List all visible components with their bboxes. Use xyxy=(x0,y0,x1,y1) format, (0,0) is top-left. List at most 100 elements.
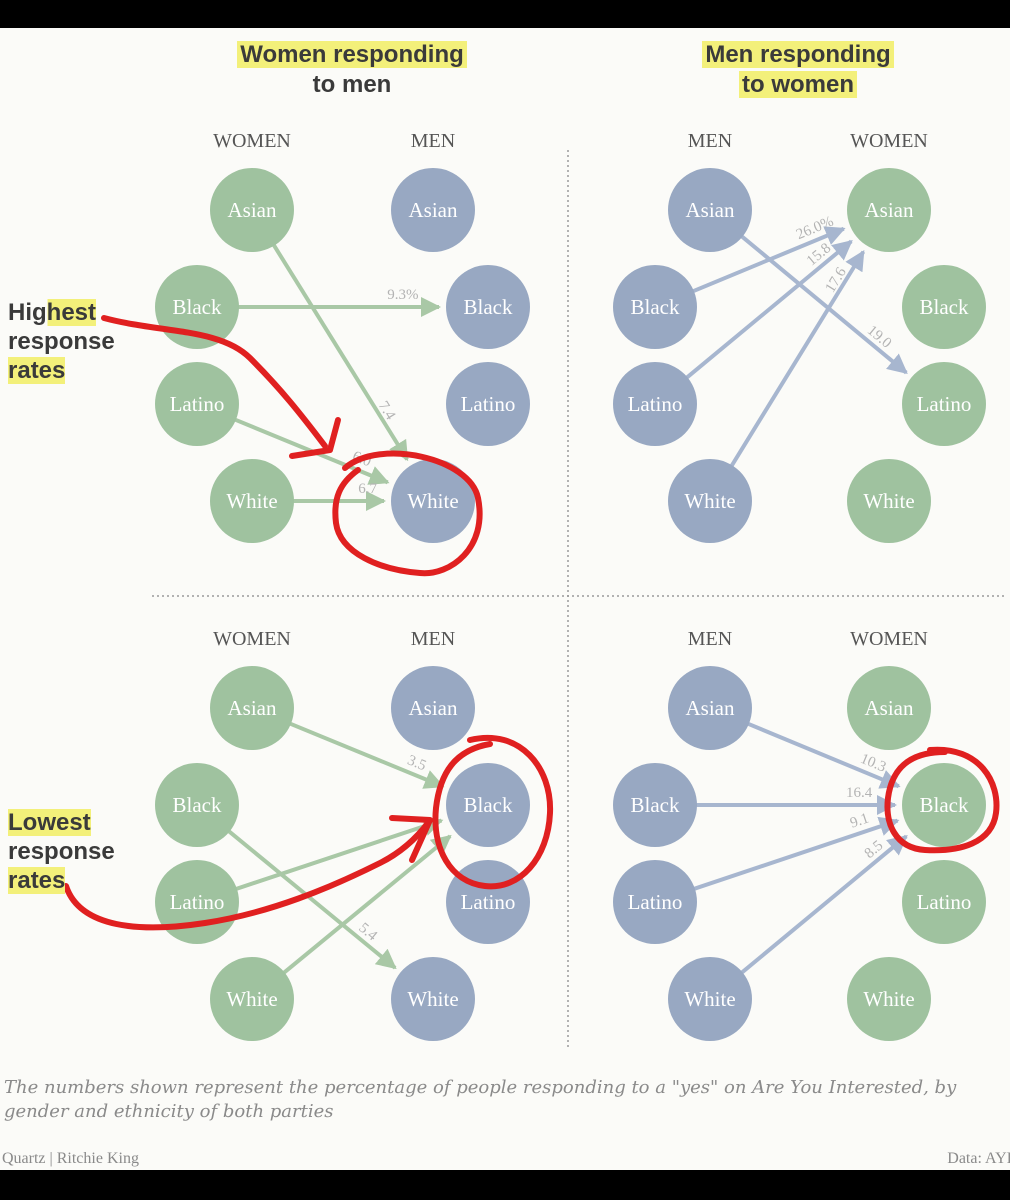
node-women-asian: Asian xyxy=(210,666,294,750)
node-women-latino: Latino xyxy=(902,860,986,944)
infographic-sheet: WOMEN MEN Asian Black Latino White Asian Black L… xyxy=(0,28,1010,1170)
red-arrow-highest xyxy=(101,315,328,449)
node-circle xyxy=(847,957,931,1041)
node-label: White xyxy=(684,489,735,513)
node-circle xyxy=(446,763,530,847)
caption: The numbers shown represent the percenta… xyxy=(4,1077,957,1122)
node-women-asian: Asian xyxy=(847,666,931,750)
node-circle xyxy=(613,265,697,349)
node-circle xyxy=(847,168,931,252)
node-label: Black xyxy=(464,295,513,319)
node-label: Black xyxy=(173,295,222,319)
credit-left: Quartz | Ritchie King xyxy=(2,1150,139,1167)
column-header-left: MEN xyxy=(688,130,732,152)
node-circle xyxy=(391,957,475,1041)
node-circle xyxy=(391,168,475,252)
node-women-latino: Latino xyxy=(155,362,239,446)
edge-arrow-latino-to-black xyxy=(693,816,900,891)
edge-value-label: 3.5 xyxy=(405,752,428,774)
node-men-white: White xyxy=(668,957,752,1041)
node-circle xyxy=(391,459,475,543)
node-men-latino: Latino xyxy=(446,362,530,446)
node-circle xyxy=(847,666,931,750)
node-label: White xyxy=(407,987,458,1011)
node-circle xyxy=(446,362,530,446)
node-label: Asian xyxy=(865,696,914,720)
node-circle xyxy=(613,763,697,847)
node-circle xyxy=(613,362,697,446)
edge-arrow-white-to-black xyxy=(282,834,452,975)
node-label: White xyxy=(407,489,458,513)
node-label: White xyxy=(863,987,914,1011)
node-men-black: Black xyxy=(613,763,697,847)
edge-value-label: 9.1 xyxy=(848,811,871,832)
node-label: Black xyxy=(920,295,969,319)
edge-arrow-asian-to-latino xyxy=(740,234,908,375)
column-header-right: WOMEN xyxy=(850,628,928,650)
edge-arrow-white-to-black xyxy=(740,834,908,975)
red-arrow-lowest xyxy=(63,820,431,931)
node-men-asian: Asian xyxy=(668,666,752,750)
node-women-white: White xyxy=(210,957,294,1041)
edge-arrow-latino-to-asian xyxy=(685,239,853,380)
node-women-black: Black xyxy=(902,265,986,349)
node-circle xyxy=(668,957,752,1041)
header-right-line1: Men responding xyxy=(702,41,894,68)
node-circle xyxy=(155,763,239,847)
header-women-responding: Women responding to men xyxy=(212,40,492,100)
node-men-asian: Asian xyxy=(391,168,475,252)
edge-group xyxy=(693,721,908,975)
node-label: White xyxy=(226,489,277,513)
node-label: White xyxy=(226,987,277,1011)
diagram-canvas: WOMEN MEN Asian Black Latino White Asian Black L… xyxy=(63,130,1004,1048)
node-label: Latino xyxy=(917,392,972,416)
node-label: Asian xyxy=(228,696,277,720)
node-circle xyxy=(902,860,986,944)
node-men-asian: Asian xyxy=(668,168,752,252)
column-header-left: WOMEN xyxy=(213,628,291,650)
header-men-responding: Men responding to women xyxy=(668,40,928,100)
node-label: Latino xyxy=(461,890,516,914)
red-arrowhead-lowest xyxy=(389,815,433,863)
edge-value-label: 16.4 xyxy=(846,785,873,801)
node-circle xyxy=(847,459,931,543)
column-header-right: MEN xyxy=(411,628,455,650)
edge-value-label: 6.7 xyxy=(358,481,377,497)
node-label: Black xyxy=(173,793,222,817)
node-label: Asian xyxy=(409,696,458,720)
node-circle xyxy=(668,459,752,543)
panel-top-right: MEN WOMEN Asian Black Latino White Asian Black L… xyxy=(613,130,986,543)
edge-arrow-white-to-asian xyxy=(729,250,866,468)
node-men-white: White xyxy=(668,459,752,543)
column-header-right: MEN xyxy=(411,130,455,152)
node-circle xyxy=(668,666,752,750)
node-women-asian: Asian xyxy=(847,168,931,252)
node-circle xyxy=(902,265,986,349)
annotation-highest-line2: response xyxy=(8,328,115,355)
node-men-latino: Latino xyxy=(613,860,697,944)
red-arrowhead-highest xyxy=(289,417,341,459)
edge-arrow-asian-to-black xyxy=(747,721,901,789)
annotation-lowest: Lowest response rates xyxy=(8,808,115,895)
node-circle xyxy=(210,168,294,252)
node-circle xyxy=(613,860,697,944)
node-women-white: White xyxy=(847,957,931,1041)
edge-value-label: 9.3% xyxy=(387,287,418,303)
node-label: Latino xyxy=(628,890,683,914)
annotation-lowest-line1: Lowest xyxy=(8,809,91,836)
node-men-asian: Asian xyxy=(391,666,475,750)
node-label: Asian xyxy=(686,198,735,222)
header-left-line2: to men xyxy=(312,71,392,98)
edge-group xyxy=(685,226,908,468)
edge-arrow-asian-to-white xyxy=(271,243,409,462)
panels-layer: WOMEN MEN Asian Black Latino White Asian Black L… xyxy=(155,130,986,1041)
annotation-lowest-line2: response xyxy=(8,838,115,865)
node-label: Asian xyxy=(228,198,277,222)
node-label: White xyxy=(684,987,735,1011)
panel-bottom-right: MEN WOMEN Asian Black Latino White Asian Black L… xyxy=(613,628,986,1041)
edge-arrow-latino-to-black xyxy=(235,816,444,891)
node-circle xyxy=(155,362,239,446)
node-women-latino: Latino xyxy=(902,362,986,446)
column-header-right: WOMEN xyxy=(850,130,928,152)
node-men-black: Black xyxy=(446,763,530,847)
